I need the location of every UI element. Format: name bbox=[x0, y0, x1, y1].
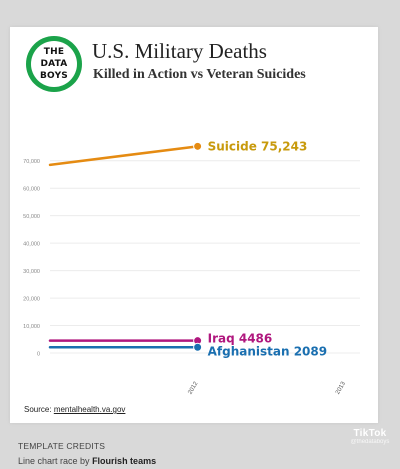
source-note: Source: mentalhealth.va.gov bbox=[24, 405, 125, 414]
line-chart: 0 10,000 20,000 30,000 40,000 50,000 60,000 70,… bbox=[23, 139, 360, 396]
y-tick-label-6: 60,000 bbox=[23, 187, 40, 193]
logo-line-2: DATA bbox=[40, 59, 68, 69]
chart-card: THE DATA BOYS U.S. Military Deaths Kille… bbox=[10, 27, 378, 423]
credits-author: Flourish teams bbox=[92, 456, 157, 466]
source-link[interactable]: mentalhealth.va.gov bbox=[53, 405, 126, 414]
series-label-suicide: Suicide 75,243 bbox=[208, 139, 308, 153]
y-tick-label-7: 70,000 bbox=[23, 159, 40, 165]
y-tick-label-1: 10,000 bbox=[23, 324, 40, 330]
series-label-afghanistan: Afghanistan 2089 bbox=[208, 344, 328, 358]
series-endpoint-suicide bbox=[193, 141, 203, 151]
credits-prefix: Line chart race by bbox=[18, 456, 90, 466]
y-tick-label-3: 30,000 bbox=[23, 269, 40, 275]
y-tick-label-0: 0 bbox=[37, 352, 40, 358]
tiktok-watermark: ♪ TikTok @thedataboys bbox=[342, 402, 398, 466]
y-tick-label-4: 40,000 bbox=[23, 242, 40, 248]
source-label: Source: bbox=[24, 405, 52, 414]
y-tick-label-5: 50,000 bbox=[23, 214, 40, 220]
x-tick-label-0: 2012 bbox=[187, 380, 199, 395]
chart-subtitle: Killed in Action vs Veteran Suicides bbox=[93, 67, 306, 82]
tiktok-brand: TikTok bbox=[353, 428, 387, 439]
y-tick-label-2: 20,000 bbox=[23, 297, 40, 303]
series-label-iraq: Iraq 4486 bbox=[208, 332, 273, 346]
tiktok-handle: @thedataboys bbox=[350, 439, 390, 445]
template-credits-line: Line chart race by Flourish teams bbox=[18, 456, 156, 466]
chart-title: U.S. Military Deaths bbox=[92, 39, 267, 63]
logo-line-1: THE bbox=[43, 47, 65, 57]
data-boys-logo: THE DATA BOYS bbox=[26, 36, 82, 92]
tiktok-logo-icon: ♪ bbox=[362, 402, 378, 427]
series-line-suicide bbox=[48, 145, 199, 167]
template-credits-title: TEMPLATE CREDITS bbox=[18, 441, 106, 451]
series-endpoint-afghanistan bbox=[193, 342, 203, 352]
logo-text: THE DATA BOYS bbox=[31, 41, 77, 87]
x-tick-label-1: 2013 bbox=[335, 380, 347, 395]
logo-line-3: BOYS bbox=[40, 71, 68, 81]
